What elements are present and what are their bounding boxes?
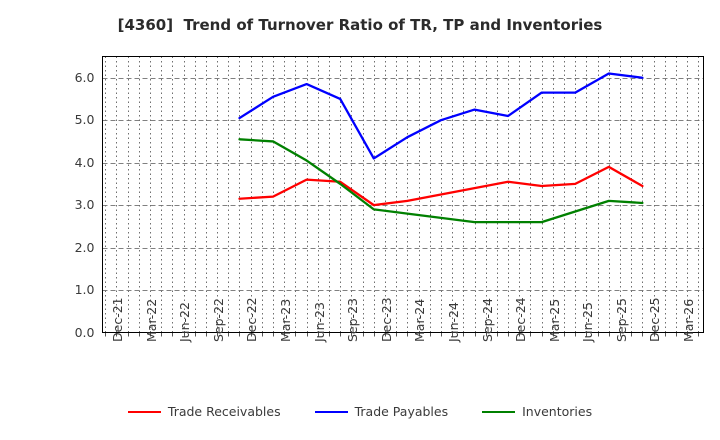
legend-item-label: Trade Receivables [167, 404, 281, 419]
series-lines [238, 72, 644, 224]
legend-swatch-icon [482, 410, 516, 413]
x-axis-tick-label: Dec-23 [378, 296, 394, 342]
x-axis-tick-label: Sep-25 [613, 297, 629, 342]
legend-swatch-icon [314, 410, 348, 413]
x-axis-tick-label: Dec-25 [647, 296, 663, 342]
series-line-inventories [238, 138, 644, 224]
x-axis-tick-label: Dec-21 [110, 296, 126, 342]
legend-item[interactable]: Trade Receivables [127, 404, 281, 419]
x-axis-tick-label: Mar-24 [412, 298, 428, 342]
gridlines [102, 56, 704, 333]
plot-frame [102, 56, 704, 333]
legend-item-label: Inventories [522, 404, 593, 419]
x-axis-tick-label: Jun-24 [445, 301, 461, 342]
legend-swatch-icon [127, 410, 161, 413]
x-axis-tick-label: Jun-22 [177, 301, 193, 342]
y-axis-tick-label: 0.0 [74, 324, 95, 340]
series-line-trade-payables [238, 72, 644, 160]
legend-item-label: Trade Payables [354, 404, 449, 419]
x-axis-tick-label: Sep-23 [345, 297, 361, 342]
x-axis-tick-label: Dec-22 [244, 296, 260, 342]
chart-legend: Trade Receivables Trade Payables Inventori… [0, 404, 720, 419]
x-axis-tick-label: Jun-23 [311, 301, 327, 342]
series-line-trade-receivables [238, 165, 644, 207]
y-axis-tick-label: 1.0 [74, 282, 95, 298]
chart-title: [4360] Trend of Turnover Ratio of TR, TP… [117, 16, 603, 34]
legend-item[interactable]: Trade Payables [314, 404, 449, 419]
x-axis-tick-label: Sep-22 [210, 297, 226, 342]
x-axis-tick-label: Mar-25 [546, 298, 562, 342]
y-axis-tick-label: 6.0 [74, 69, 95, 85]
x-axis-tick-label: Jun-25 [580, 301, 596, 342]
x-axis-tick-label: Mar-23 [278, 298, 294, 342]
y-axis-tick-label: 2.0 [74, 239, 95, 255]
y-axis-tick-label: 4.0 [74, 154, 95, 170]
x-axis-tick-label: Mar-26 [680, 298, 696, 342]
y-axis-tick-label: 3.0 [74, 197, 95, 213]
axis-ticks [105, 332, 699, 337]
legend-item[interactable]: Inventories [482, 404, 592, 419]
x-axis-tick-label: Dec-24 [513, 296, 529, 342]
x-axis-tick-label: Sep-24 [479, 297, 495, 342]
x-axis-tick-label: Mar-22 [143, 298, 159, 342]
y-axis-tick-label: 5.0 [74, 112, 95, 128]
